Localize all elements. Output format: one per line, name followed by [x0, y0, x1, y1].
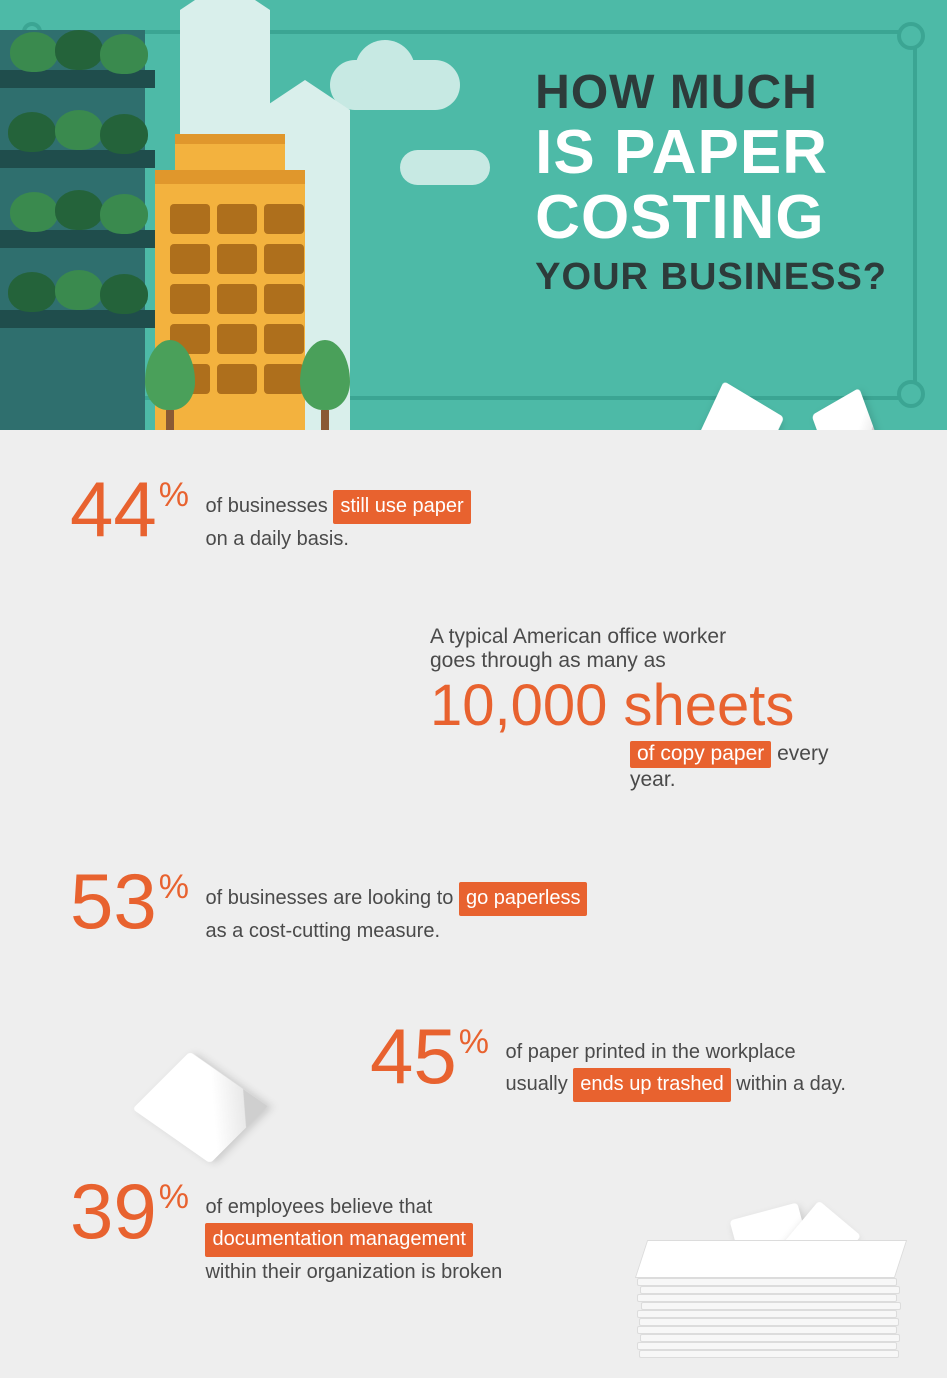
stat-copy: of paper printed in the workplace usuall… [505, 1037, 846, 1102]
highlight: still use paper [333, 490, 470, 524]
stat-lead: A typical American office workergoes thr… [430, 625, 877, 673]
highlight: of copy paper [630, 741, 771, 768]
stat-tail: of copy paper every year. [630, 741, 877, 792]
stat-copy: of businesses are looking to go paperles… [205, 882, 587, 947]
stat-unit: % [459, 1023, 489, 1061]
stat-big: 10,000 sheets [430, 677, 877, 735]
stats-section: 44% of businesses still use paper on a d… [0, 430, 947, 1368]
stat-unit: % [159, 868, 189, 906]
stat-block: A typical American office workergoes thr… [430, 625, 877, 792]
highlight: documentation management [205, 1223, 473, 1257]
stat-copy: of businesses still use paper on a daily… [205, 490, 470, 555]
stat-unit: % [159, 1178, 189, 1216]
stat-block: 45% of paper printed in the workplace us… [370, 1017, 877, 1102]
tree-icon [145, 340, 195, 430]
stat-block: 44% of businesses still use paper on a d… [70, 470, 877, 555]
paper-stack-icon [637, 1268, 917, 1378]
stat-copy: of employees believe that documentation … [205, 1192, 502, 1288]
stat-unit: % [159, 476, 189, 514]
title-line-3: YOUR BUSINESS? [535, 256, 887, 299]
stat-value: 44 [70, 465, 157, 553]
hero-banner: HOW MUCH IS PAPER COSTING YOUR BUSINESS? [0, 0, 947, 430]
headline: HOW MUCH IS PAPER COSTING YOUR BUSINESS? [535, 65, 887, 299]
planter-building-icon [0, 30, 145, 430]
city-illustration [0, 0, 420, 430]
title-line-2b: COSTING [535, 185, 887, 250]
stat-block: 53% of businesses are looking to go pape… [70, 862, 877, 947]
tree-icon [300, 340, 350, 430]
title-line-1: HOW MUCH [535, 65, 887, 120]
stat-value: 53 [70, 857, 157, 945]
stat-value: 39 [70, 1167, 157, 1255]
stat-value: 45 [370, 1012, 457, 1100]
highlight: ends up trashed [573, 1068, 730, 1102]
paper-sheet-icon [132, 1052, 267, 1164]
title-line-2a: IS PAPER [535, 120, 887, 185]
highlight: go paperless [459, 882, 588, 916]
